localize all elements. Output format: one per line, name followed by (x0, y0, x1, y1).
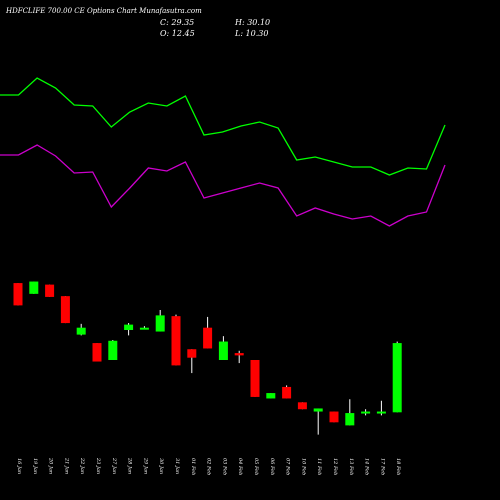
x-tick-label: 04 Feb (237, 458, 243, 475)
x-tick-label: 13 Feb (348, 458, 354, 475)
low-value: L: 10.30 (235, 29, 269, 38)
x-tick-label: 11 Feb (316, 458, 322, 475)
x-tick-label: 31 Jan (174, 458, 180, 474)
x-tick-label: 27 Jan (111, 457, 117, 474)
x-tick-label: 01 Feb (190, 458, 196, 475)
candle-body (92, 343, 102, 362)
candle-body (203, 327, 213, 349)
line-series-1 (0, 77, 446, 176)
candle-body (266, 393, 276, 399)
candle-body (376, 411, 386, 414)
open-value: O: 12.45 (160, 29, 195, 38)
x-tick-label: 19 Jan (32, 458, 38, 474)
candle-body (29, 281, 39, 294)
x-tick-label: 07 Feb (285, 458, 291, 475)
candle-body (171, 316, 181, 366)
x-tick-label: 02 Feb (206, 458, 212, 475)
candle-body (329, 411, 339, 423)
x-tick-label: 18 Feb (395, 458, 401, 475)
candle-body (361, 411, 371, 414)
candle-body (250, 360, 260, 397)
x-tick-label: 05 Feb (253, 458, 259, 475)
x-tick-label: 14 Feb (364, 458, 370, 475)
candle-body (345, 413, 355, 426)
x-tick-label: 10 Feb (300, 458, 306, 475)
candle-body (234, 353, 244, 356)
close-value: C: 29.35 (160, 18, 195, 27)
candle-body (124, 324, 134, 330)
x-tick-label: 22 Jan (79, 457, 85, 474)
high-value: H: 30.10 (235, 18, 271, 27)
x-tick-label: 29 Jan (142, 457, 148, 474)
x-tick-label: 30 Jan (158, 458, 164, 474)
x-tick-label: 23 Jan (95, 457, 101, 474)
candle-body (392, 343, 402, 413)
x-tick-label: 20 Jan (48, 457, 54, 474)
x-tick-label: 06 Feb (269, 458, 275, 475)
candle-body (108, 340, 118, 360)
candle-body (282, 386, 292, 399)
candle-body (155, 315, 165, 332)
candle-body (76, 327, 86, 335)
x-tick-label: 17 Feb (379, 458, 385, 475)
candle-body (297, 402, 307, 410)
candle-body (45, 284, 55, 297)
line-series-2 (0, 144, 446, 227)
x-tick-label: 16 Jan (16, 458, 22, 474)
candle-body (60, 296, 70, 324)
candle-body (139, 327, 149, 330)
x-tick-label: 12 Feb (332, 458, 338, 475)
candle-body (13, 283, 23, 306)
candle-body (313, 408, 323, 412)
candle-body (218, 341, 228, 360)
chart-title: HDFCLIFE 700.00 CE Options Chart Munafas… (6, 7, 202, 15)
x-tick-label: 28 Jan (127, 457, 133, 474)
candle-body (187, 349, 197, 358)
x-tick-label: 03 Feb (221, 458, 227, 475)
x-tick-label: 21 Jan (63, 457, 69, 474)
